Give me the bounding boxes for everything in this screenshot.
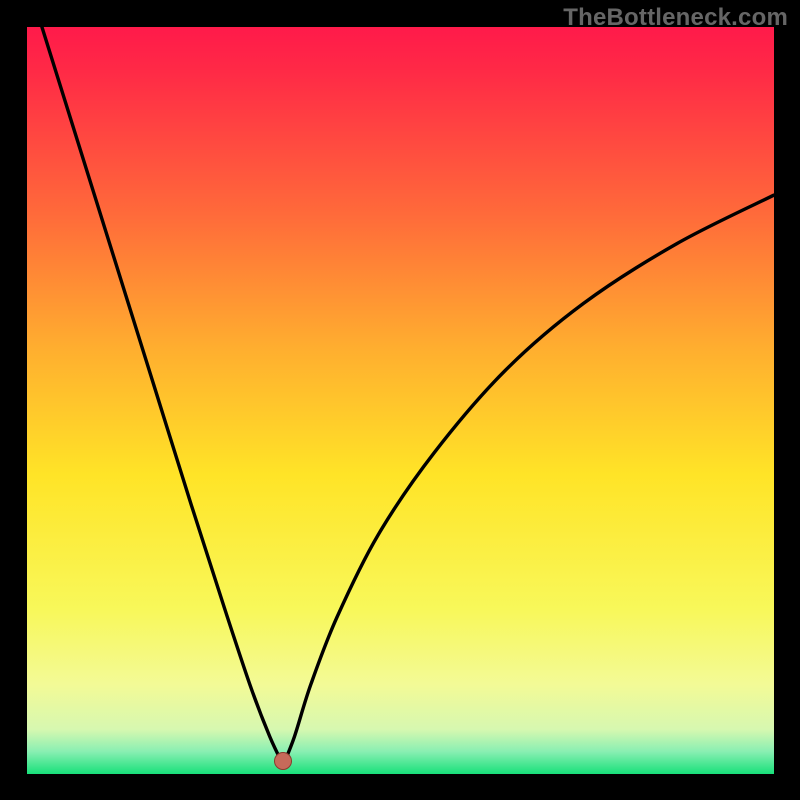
chart-frame: TheBottleneck.com (0, 0, 800, 800)
plot-background (27, 27, 774, 774)
optimum-marker (274, 752, 292, 770)
plot-svg (27, 27, 774, 774)
plot-area (27, 27, 774, 774)
